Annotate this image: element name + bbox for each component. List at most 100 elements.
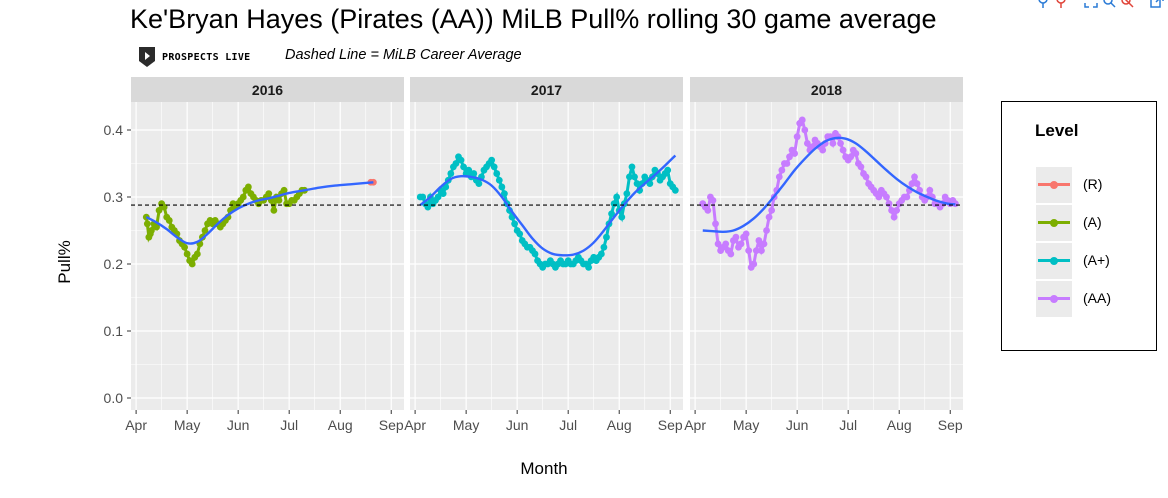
legend-label: (AA) [1083,290,1111,306]
smooth-trend-line [702,136,956,234]
x-tick-label: Apr [404,417,426,433]
data-point [722,240,730,248]
legend-item-a-plus: (A+) [1036,243,1156,279]
data-point [775,173,783,181]
data-point [791,150,799,157]
data-point [778,166,786,174]
data-point [803,140,811,147]
panel-2018: 2018 Apr May Jun Jul Aug Sep [684,77,963,433]
x-tick-label: May [453,417,479,433]
data-point [819,146,827,154]
data-point [885,200,893,208]
panel-background [410,102,683,410]
data-point [664,166,672,174]
x-axis-title: Month [520,459,567,478]
x-tick-label: Sep [938,417,963,433]
plot-toolbar [1036,0,1164,8]
facet-label: 2017 [531,82,562,98]
x-tick-label: May [174,417,200,433]
data-point [793,133,801,141]
data-point [926,186,934,194]
cancel-icon[interactable] [1120,0,1134,8]
prospects-live-logo: PROSPECTS LIVE [138,46,251,68]
data-point [862,173,870,181]
data-point [618,213,626,221]
legend: Level (R) (A) (A+) (AA) [1001,101,1157,351]
data-point [516,230,524,238]
x-tick-label: May [733,417,759,433]
pin-icon[interactable] [1036,0,1050,8]
x-tick-label: Apr [684,417,706,433]
data-point [750,260,758,268]
data-point [913,180,921,188]
data-point [626,173,633,181]
data-point [628,163,636,171]
panel-2017: 2017 Apr May Jun Jul Aug Sep [404,77,683,433]
smooth-trend-line [145,181,374,245]
y-tick-label: 0.3 [104,189,124,205]
data-point [890,213,898,221]
data-point [280,186,288,194]
data-point [597,250,605,258]
x-tick-label: Aug [328,417,353,433]
data-point [531,250,539,258]
data-point [883,193,890,201]
x-tick-label: Jul [839,417,857,433]
export-icon[interactable] [1150,0,1164,8]
legend-item-a: (A) [1036,205,1156,241]
data-point [439,190,447,198]
data-point [610,200,618,208]
facet-label: 2018 [811,82,842,98]
data-point [498,183,506,191]
data-point [801,126,809,134]
x-tick-label: Jun [506,417,529,433]
data-point [763,227,770,234]
data-point [434,193,442,201]
data-point [470,170,478,177]
data-point [765,213,773,221]
data-point [911,173,918,181]
data-point [852,150,860,157]
data-point [608,210,615,218]
legend-key [1036,167,1072,203]
data-point [903,193,911,201]
data-point [712,220,719,228]
data-point [183,250,191,258]
data-point [893,207,901,214]
data-point [452,160,460,167]
facet-label: 2016 [252,82,283,98]
x-tick-label: Jun [786,417,809,433]
data-point [671,186,679,194]
data-point [786,153,793,161]
data-point [475,180,483,188]
pin-icon[interactable] [1054,0,1068,8]
chart-subtitle: Dashed Line = MiLB Career Average [285,47,522,63]
x-tick-label: Aug [607,417,632,433]
data-point [704,207,712,214]
panel-background [690,102,963,410]
data-point [600,243,608,251]
x-tick-label: Jul [280,417,298,433]
x-tick-label: Jun [227,417,250,433]
shield-logo-icon [139,47,155,67]
y-tick-label: 0.1 [104,323,124,339]
legend-key [1036,281,1072,317]
data-point [727,250,735,258]
x-tick-label: Sep [379,417,404,433]
x-tick-label: Apr [125,417,147,433]
data-point [623,190,631,198]
x-tick-label: Jul [559,417,577,433]
data-point [760,240,768,248]
data-point [631,173,638,181]
data-point [603,233,610,241]
data-point [488,156,496,164]
data-point [783,160,791,167]
data-point [153,223,160,231]
legend-label: (A) [1083,214,1102,230]
data-point [460,163,467,171]
zoom-icon[interactable] [1102,0,1116,8]
data-point [465,166,473,174]
data-point [755,237,763,244]
data-point [239,193,247,201]
data-point [493,170,501,177]
